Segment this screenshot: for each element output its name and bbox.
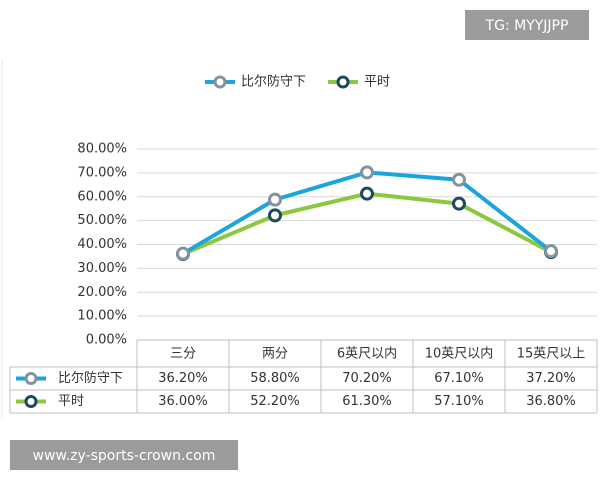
- legend-label: 比尔防守下: [241, 74, 306, 90]
- watermark-top: TG: MYYJJPP: [485, 18, 569, 34]
- data-point: [268, 192, 282, 207]
- x-tick-label: 15英尺以上: [517, 347, 586, 362]
- legend-label: 平时: [364, 75, 390, 90]
- y-tick-label: 30.00%: [77, 261, 127, 276]
- table-cell: 58.80%: [250, 371, 300, 386]
- legend-marker: [213, 75, 227, 89]
- table-series-label: 平时: [58, 394, 84, 409]
- table-cell: 37.20%: [526, 371, 576, 386]
- table-legend-marker: [24, 395, 38, 408]
- table-cell: 61.30%: [342, 394, 392, 409]
- x-tick-label: 两分: [262, 347, 288, 362]
- y-tick-label: 0.00%: [86, 333, 127, 348]
- x-tick-label: 三分: [170, 347, 196, 362]
- x-tick-label: 10英尺以内: [425, 346, 494, 362]
- y-tick-label: 20.00%: [77, 285, 127, 300]
- data-point: [360, 165, 374, 180]
- y-tick-label: 60.00%: [77, 189, 127, 204]
- data-point: [452, 172, 466, 187]
- y-tick-label: 80.00%: [77, 142, 127, 157]
- table-series-label: 比尔防守下: [58, 370, 123, 386]
- data-point: [360, 186, 374, 201]
- series-line: [181, 170, 553, 256]
- y-tick-label: 70.00%: [77, 165, 127, 180]
- table-cell: 52.20%: [250, 394, 300, 409]
- table-cell: 57.10%: [434, 394, 484, 409]
- table-cell: 36.80%: [526, 394, 576, 409]
- legend-marker: [336, 75, 350, 89]
- watermark-box: [465, 10, 589, 40]
- watermark-bottom: www.zy-sports-crown.com: [33, 448, 216, 464]
- table-cell: 36.00%: [158, 394, 208, 409]
- data-point: [268, 208, 282, 223]
- y-tick-label: 50.00%: [77, 213, 127, 228]
- table-cell: 36.20%: [158, 371, 208, 386]
- x-tick-label: 6英尺以内: [337, 346, 397, 362]
- y-tick-label: 10.00%: [77, 309, 127, 324]
- watermark-box: [10, 440, 238, 470]
- table-cell: 67.10%: [434, 371, 484, 386]
- table-cell: 70.20%: [342, 371, 392, 386]
- y-tick-label: 40.00%: [77, 237, 127, 252]
- table-legend-marker: [24, 372, 38, 385]
- data-point: [176, 246, 190, 261]
- data-point: [452, 196, 466, 211]
- data-point: [544, 244, 558, 259]
